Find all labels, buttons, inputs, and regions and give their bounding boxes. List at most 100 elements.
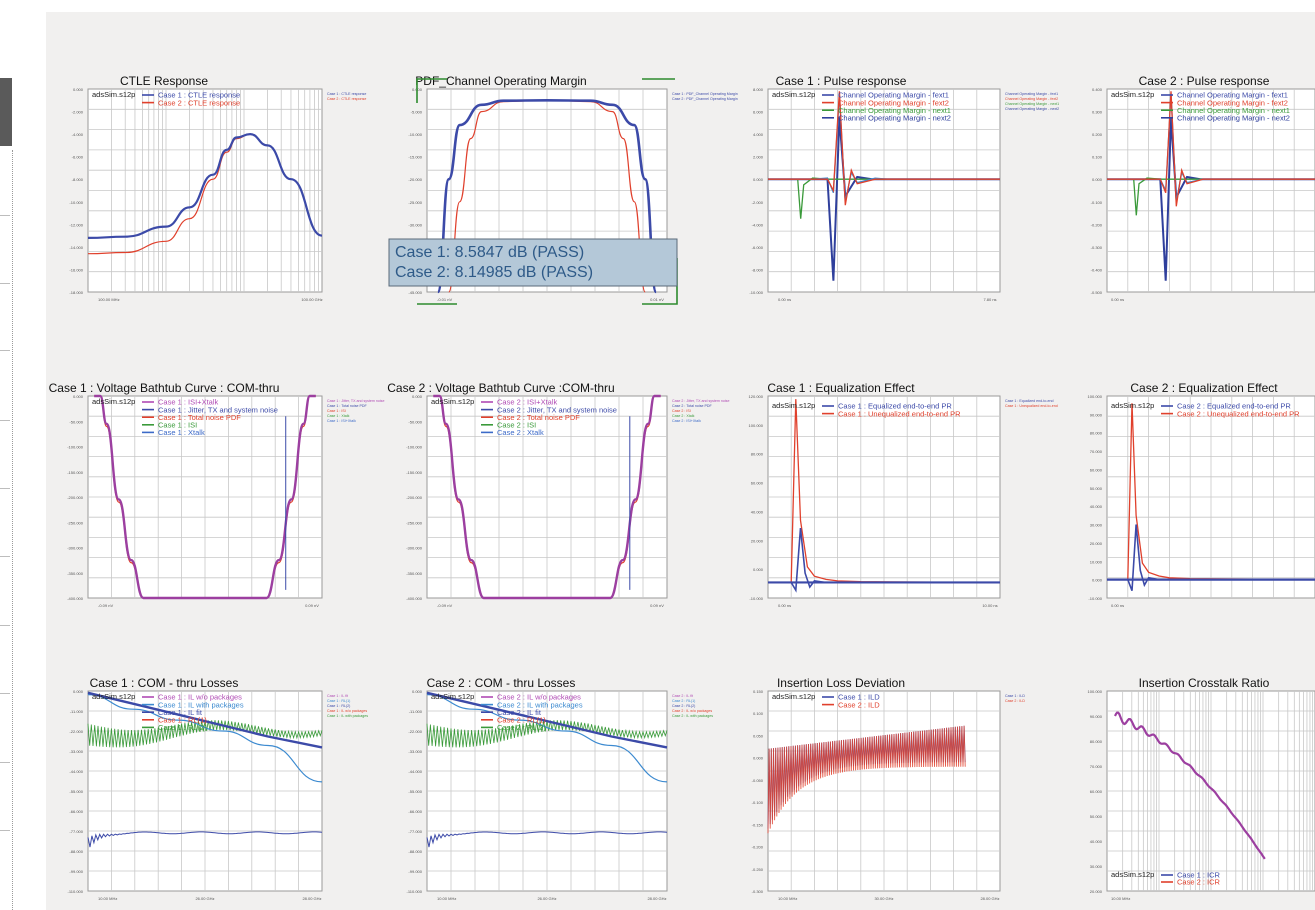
y-tick-label: -300.000	[67, 546, 84, 551]
side-legend-entry: Case 2 : Total noise PDF	[672, 404, 712, 408]
legend-entry: Case 2 : CTLE response	[158, 98, 240, 107]
y-tick-label: -45.000	[408, 290, 422, 295]
x-tick-label: 0.09 nV	[305, 603, 319, 608]
y-tick-label: 90.000	[1090, 714, 1103, 719]
sidebar-scroll-thumb[interactable]	[0, 78, 12, 146]
legend-entry: Case 1 : IL fit	[158, 708, 203, 717]
plot-panel-pulse1[interactable]: Case 1 : Pulse response 8.000 6.000 4.000 2.…	[749, 74, 1059, 302]
y-tick-label: -99.000	[69, 869, 83, 874]
plot-board: CTLE Response 0.000 -2.000 -4.000 -6.000 -8.0…	[49, 74, 1315, 901]
y-tick-label: -4.000	[752, 222, 764, 227]
legend-entry: Channel Operating Margin - fext2	[838, 98, 949, 107]
x-tick-label: 10.00 ns	[982, 603, 997, 608]
y-tick-label: 0.000	[73, 394, 84, 399]
chart-title: Case 2 : Voltage Bathtub Curve :COM-thru	[387, 381, 614, 395]
series-line	[426, 691, 668, 749]
x-tick-label: 10.00 MHz	[1111, 896, 1130, 901]
legend-entry: Channel Operating Margin - fext1	[1177, 91, 1288, 100]
sidebar-tick	[0, 215, 10, 216]
x-tick-label: 10.00 MHz	[98, 896, 117, 901]
x-tick-label: 28.00 GHz	[647, 896, 666, 901]
plot-panel-ctle[interactable]: CTLE Response 0.000 -2.000 -4.000 -6.000 -8.0…	[69, 74, 366, 302]
legend-dataset-label: adsSim.s12p	[92, 692, 135, 701]
legend-entry: Case 2 : RL(2)	[497, 723, 546, 732]
y-tick-label: -10.000	[1088, 596, 1102, 601]
y-tick-label: 20.000	[1090, 541, 1103, 546]
plot-panel-pulse2[interactable]: Case 2 : Pulse response 0.400 0.300 0.200 0.…	[1091, 74, 1315, 302]
legend-entry: Case 2 : Total noise PDF	[497, 413, 580, 422]
legend-entry: Case 2 : Unequalized end-to-end PR	[1177, 409, 1300, 418]
legend-entry: Case 1 : IL with packages	[158, 700, 244, 709]
plot-panel-icr[interactable]: Insertion Crosstalk Ratio 100.000 90.000 80…	[1088, 676, 1315, 901]
legend-dataset-label: adsSim.s12p	[1111, 90, 1154, 99]
legend-dataset-label: adsSim.s12p	[92, 90, 135, 99]
sidebar-tick	[0, 693, 10, 694]
data-display-canvas: CTLE Response 0.000 -2.000 -4.000 -6.000 -8.0…	[46, 12, 1315, 910]
plot-panel-ild[interactable]: Insertion Loss Deviation 0.150 0.100 0.050 0…	[752, 676, 1026, 901]
legend: adsSim.s12p Case 1 : IL w/o packagesCase …	[92, 692, 244, 732]
grid-lines	[88, 691, 322, 891]
plot-panel-eq2[interactable]: Case 2 : Equalization Effect 100.000 90.00…	[1088, 381, 1315, 608]
side-legend-entry: Case 1 : IL fit	[327, 694, 348, 698]
side-legend-entry: Case 1 : Equalized end-to-end	[1005, 399, 1054, 403]
legend-entry: Case 2 : ILD	[838, 700, 880, 709]
series-line	[767, 725, 966, 834]
side-legend-entry: Case 1 : RL(2)	[327, 704, 350, 708]
y-tick-label: -18.000	[69, 290, 83, 295]
series-line	[433, 394, 661, 600]
side-legend-entry: Case 2 : Jitter, TX and system noise	[672, 399, 729, 403]
legend: adsSim.s12p Case 2 : Equalized end-to-end…	[1111, 401, 1300, 418]
legend-entry: Channel Operating Margin - fext2	[1177, 98, 1288, 107]
x-tick-label: 26.00 GHz	[195, 896, 214, 901]
legend-entry: Case 1 : RL(1)	[158, 716, 207, 725]
side-legend-entry: Case 2 : IL w/o packages	[672, 709, 712, 713]
x-tick-label: 28.00 GHz	[302, 896, 321, 901]
y-tick-label: -77.000	[408, 829, 422, 834]
legend-dataset-label: adsSim.s12p	[92, 397, 135, 406]
grid-lines	[88, 89, 322, 292]
legend-dataset-label: adsSim.s12p	[431, 692, 474, 701]
side-legend-entry: Case 1 : CTLE response	[327, 92, 366, 96]
side-legend-entry: Case 1 : ISI+Xtalk	[327, 419, 356, 423]
y-tick-label: 0.000	[753, 177, 764, 182]
y-tick-label: 0.300	[1092, 110, 1103, 115]
y-tick-label: 0.100	[753, 711, 764, 716]
y-tick-label: -300.000	[406, 546, 423, 551]
series-line	[768, 91, 1000, 206]
plot-panel-loss2[interactable]: Case 2 : COM - thru Losses 0.000 -11.000 -2…	[407, 676, 714, 901]
y-tick-label: -33.000	[69, 749, 83, 754]
y-tick-label: 0.200	[1092, 132, 1103, 137]
plot-panel-pdf[interactable]: PDF_Channel Operating Margin0.000-5.000-…	[388, 74, 738, 305]
y-tick-label: -10.000	[69, 200, 83, 205]
x-tick-label: -0.09 nV	[437, 603, 452, 608]
x-tick-label: -0.01 nV	[437, 297, 452, 302]
legend-entry: Case 1 : Total noise PDF	[158, 413, 241, 422]
y-tick-label: 100.000	[1088, 394, 1103, 399]
y-tick-label: -88.000	[69, 849, 83, 854]
y-tick-label: -11.000	[409, 709, 423, 714]
legend-entry: Case 2 : ISI+Xtalk	[497, 398, 557, 407]
legend-entry: Channel Operating Margin - next2	[1177, 114, 1290, 123]
side-legend-entry: Case 1 : IL with packages	[327, 714, 368, 718]
x-tick-label: 0.00 ns	[778, 603, 791, 608]
side-legend-entry: Channel Operating Margin - fext1	[1005, 92, 1058, 96]
legend: adsSim.s12p Channel Operating Margin - fe…	[772, 90, 951, 123]
x-tick-label: 10.00 MHz	[437, 896, 456, 901]
plot-panel-bath2[interactable]: Case 2 : Voltage Bathtub Curve :COM-thru…	[387, 381, 729, 608]
y-tick-label: -0.100	[752, 800, 764, 805]
plot-panel-loss1[interactable]: Case 1 : COM - thru Losses 0.000 -11.000 -2…	[68, 676, 369, 901]
plot-panel-bath1[interactable]: Case 1 : Voltage Bathtub Curve : COM-thr…	[49, 381, 385, 608]
y-tick-label: -66.000	[69, 809, 83, 814]
y-tick-label: -0.300	[752, 889, 764, 894]
com-result-annotation[interactable]: Case 1: 8.5847 dB (PASS) Case 2: 8.14985 …	[388, 238, 678, 287]
legend-entry: Case 2 : ICR	[1177, 878, 1221, 887]
legend: adsSim.s12p Channel Operating Margin - fe…	[1111, 90, 1290, 123]
legend: adsSim.s12p Case 2 : IL w/o packagesCase …	[431, 692, 583, 732]
y-tick-label: -33.000	[408, 749, 422, 754]
y-tick-label: -0.250	[752, 867, 764, 872]
y-tick-label: 30.000	[1090, 864, 1103, 869]
y-tick-label: -8.000	[752, 267, 764, 272]
legend-entry: Case 2 : ISI	[497, 421, 536, 430]
